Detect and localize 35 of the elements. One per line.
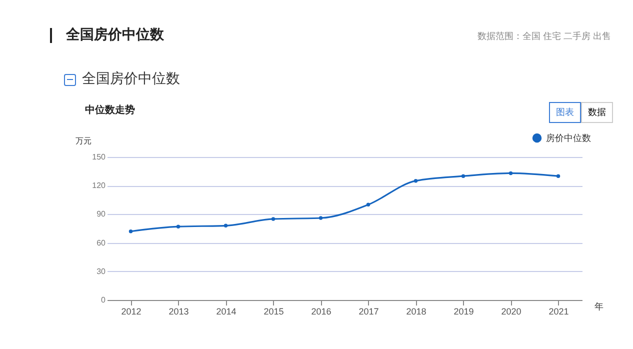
point bbox=[366, 202, 370, 207]
y-tick-label: 0 bbox=[101, 296, 106, 304]
x-tick-label: 2013 bbox=[168, 306, 189, 316]
x-tick-label: 2016 bbox=[311, 306, 332, 316]
x-tick-label: 2012 bbox=[121, 306, 142, 316]
point bbox=[556, 174, 560, 178]
text: 全国房价中位数 bbox=[82, 70, 180, 88]
text: 数据 bbox=[581, 102, 613, 123]
point bbox=[461, 174, 466, 178]
chart-title: 全国房价中位数 bbox=[66, 26, 164, 44]
text: 中位数走势 bbox=[85, 104, 135, 117]
y-tick-label: 60 bbox=[96, 238, 106, 248]
y-tick-label: 90 bbox=[96, 210, 106, 219]
point bbox=[224, 224, 228, 228]
point bbox=[128, 229, 133, 234]
point bbox=[176, 224, 180, 228]
x-tick-label: 2018 bbox=[406, 306, 426, 316]
text: 图表 bbox=[549, 102, 581, 123]
point bbox=[414, 178, 418, 183]
x-tick-label: 2014 bbox=[216, 306, 236, 316]
text: 数据范围：全国 住宅 二手房 出售 bbox=[477, 30, 611, 43]
y-tick-label: 120 bbox=[92, 181, 106, 190]
y-axis-title: 万元 bbox=[76, 136, 92, 146]
point bbox=[318, 216, 323, 220]
point bbox=[508, 171, 513, 176]
x-axis-title: 年 bbox=[594, 302, 604, 312]
x-tick-label: 2015 bbox=[264, 306, 284, 316]
x-tick-label: 2021 bbox=[548, 306, 569, 316]
x-tick-label: 2020 bbox=[501, 306, 522, 316]
legend-label: 房价中位数 bbox=[546, 133, 591, 143]
x-tick-label: 2019 bbox=[454, 306, 474, 316]
point bbox=[271, 217, 276, 221]
x-tick-label: 2017 bbox=[358, 306, 379, 316]
y-tick-label: 150 bbox=[92, 152, 106, 162]
y-tick-label: 30 bbox=[96, 266, 106, 276]
